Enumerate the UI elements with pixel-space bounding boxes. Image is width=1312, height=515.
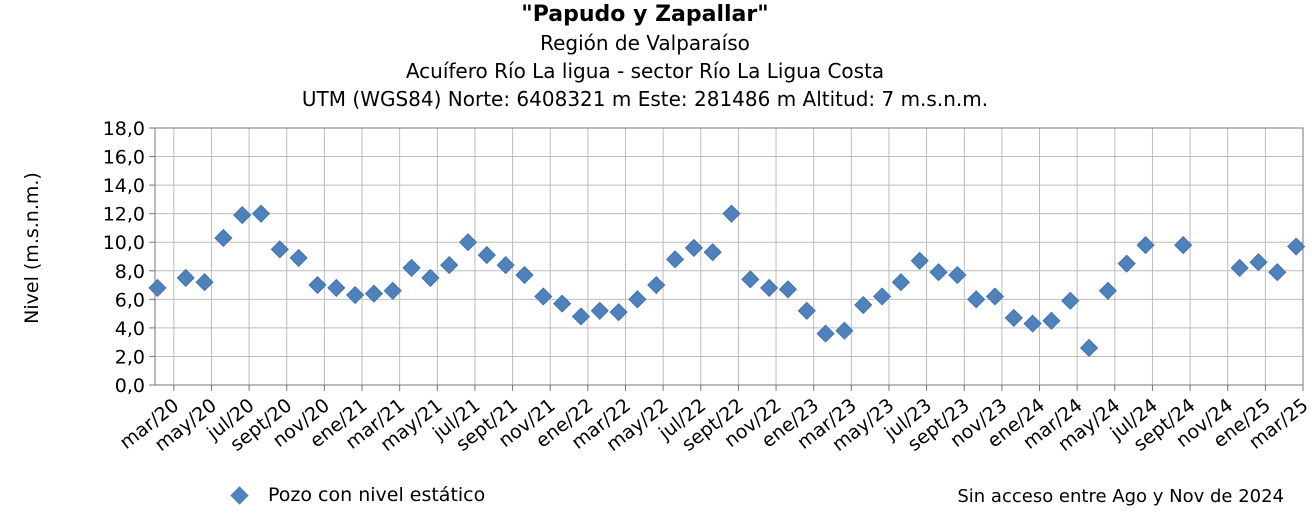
y-tick-label: 16,0 (103, 147, 145, 169)
data-point (665, 250, 685, 269)
x-axis-ticks: mar/20may/20jul/20sept/20nov/20ene/21mar… (116, 385, 1312, 456)
data-point (1098, 281, 1117, 300)
data-point (816, 324, 835, 343)
data-point (590, 301, 609, 320)
access-note: Sin acceso entre Ago y Nov de 2024 (957, 486, 1284, 507)
data-point (684, 238, 703, 257)
data-point (327, 278, 346, 297)
data-point (270, 240, 289, 259)
chart-subtitle-aquifer: Acuífero Río La ligua - sector Río La Li… (405, 59, 885, 83)
y-tick-label: 0,0 (115, 375, 145, 397)
data-point (534, 287, 553, 306)
data-point (741, 270, 760, 289)
y-tick-label: 12,0 (103, 204, 145, 226)
data-point (308, 275, 327, 295)
y-tick-label: 4,0 (115, 318, 145, 340)
data-point (571, 307, 591, 326)
data-point (760, 278, 779, 297)
data-point (421, 268, 440, 287)
data-point (873, 287, 892, 306)
data-point (1023, 314, 1042, 333)
y-axis-ticks: 0,0 2,0 4,0 6,0 8,0 10,0 12,0 14,0 16,0 18,0 (103, 118, 155, 397)
data-point (797, 301, 816, 320)
data-point (1174, 236, 1193, 255)
data-point (458, 233, 478, 252)
data-point (910, 251, 929, 270)
grid-lines (155, 127, 1303, 386)
data-point (1061, 291, 1080, 310)
data-point (703, 243, 722, 262)
data-point (289, 248, 308, 267)
data-point (233, 206, 252, 225)
data-point (985, 287, 1005, 306)
data-point (778, 280, 798, 299)
chart-subtitle-coordinates: UTM (WGS84) Norte: 6408321 m Este: 28148… (301, 87, 989, 111)
data-point (1287, 237, 1306, 256)
data-point (1136, 236, 1155, 255)
data-point (364, 284, 384, 303)
chart-subtitle-region: Región de Valparaíso (540, 31, 750, 55)
data-point (628, 290, 647, 309)
data-point (1268, 263, 1287, 282)
data-point (148, 278, 167, 297)
legend-label: Pozo con nivel estático (268, 484, 486, 506)
data-point (967, 290, 986, 309)
y-tick-label: 2,0 (115, 346, 145, 368)
data-point (948, 265, 967, 285)
y-tick-label: 10,0 (103, 232, 145, 254)
data-point (515, 265, 534, 285)
data-point (195, 273, 214, 292)
y-tick-label: 14,0 (103, 175, 145, 197)
data-point (383, 281, 402, 300)
data-point (440, 256, 459, 275)
data-point (835, 321, 854, 340)
data-point (722, 204, 741, 223)
chart-titles: "Papudo y Zapallar" Región de Valparaíso… (0, 0, 1290, 113)
chart-title: "Papudo y Zapallar" (521, 2, 769, 27)
data-point (176, 268, 195, 287)
data-point (1042, 311, 1061, 330)
data-point (1249, 253, 1268, 272)
y-tick-label: 6,0 (115, 289, 145, 311)
legend-diamond-icon (230, 485, 249, 505)
data-point (251, 204, 271, 223)
data-point (553, 294, 572, 313)
data-point (1117, 254, 1136, 273)
data-point (854, 295, 873, 315)
plot-area-frame (154, 127, 1304, 386)
data-point (496, 256, 515, 275)
data-point (1004, 308, 1023, 327)
data-point (891, 273, 910, 292)
data-point (477, 246, 496, 265)
data-point (402, 258, 421, 277)
data-point (214, 228, 233, 248)
data-point (1230, 258, 1249, 277)
data-points (148, 204, 1306, 357)
y-tick-label: 18,0 (103, 118, 145, 140)
legend: Pozo con nivel estático (225, 484, 485, 506)
data-point (346, 285, 365, 305)
data-point (929, 263, 948, 282)
data-point (609, 303, 628, 322)
data-point (1080, 338, 1099, 357)
y-axis-label: Nivel (m.s.n.m.) (21, 172, 43, 324)
y-tick-label: 8,0 (115, 261, 145, 283)
data-point (647, 275, 666, 295)
